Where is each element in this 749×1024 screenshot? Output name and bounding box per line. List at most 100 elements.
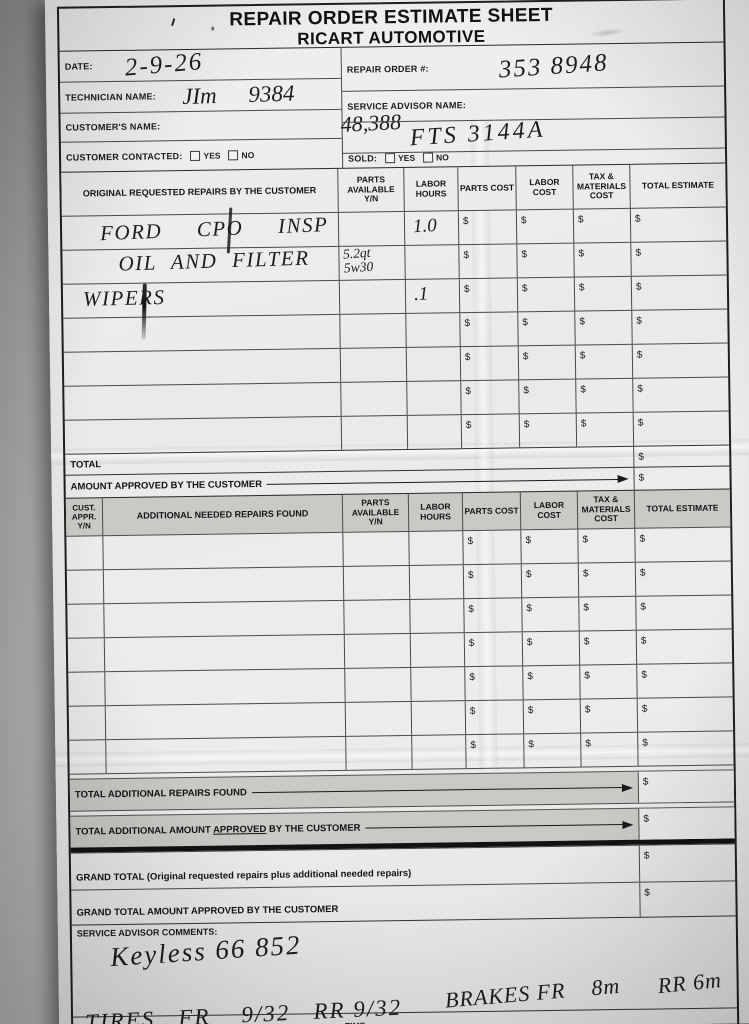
info-left-column: DATE: 2-9-26 TECHNICIAN NAME: JIm 9384 C… — [59, 47, 401, 172]
total-estimate-cell: $ — [635, 595, 732, 630]
tax-materials-cost-cell: $ — [574, 310, 632, 345]
paper-sheet: REPAIR ORDER ESTIMATE SHEET RICART AUTOM… — [44, 0, 749, 1024]
cust-appr-cell — [69, 706, 105, 739]
parts-cost-cell: $ — [463, 632, 523, 667]
parts-cost-cell: $ — [464, 700, 524, 735]
total-estimate-cell: $ — [634, 527, 731, 562]
labor-cost-cell: $ — [516, 277, 575, 312]
dollar-sign: $ — [583, 636, 590, 648]
handwritten-entry: WIPERS — [82, 284, 166, 311]
dollar-sign: $ — [527, 705, 534, 717]
handwritten-entry: .1 — [413, 283, 429, 306]
total-estimate-cell: $ — [637, 731, 734, 766]
labor-cost-cell: $ — [520, 529, 578, 564]
dollar-sign: $ — [520, 215, 527, 227]
parts-cost-cell: $ — [465, 734, 524, 769]
total-additional-approved-cell: $ — [638, 807, 735, 840]
dollar-sign: $ — [465, 386, 471, 398]
repair-description-cell — [65, 417, 341, 454]
dollar-sign: $ — [523, 385, 529, 397]
dollar-sign: $ — [525, 569, 532, 581]
repair-description-cell — [64, 349, 340, 386]
dollar-sign: $ — [525, 535, 532, 547]
tax-materials-cost-cell: $ — [579, 664, 637, 699]
dollar-sign: $ — [465, 420, 472, 432]
parts-available-cell — [339, 347, 407, 382]
repair-description-cell — [103, 634, 345, 672]
header-parts-cost: PARTS COST — [461, 492, 521, 531]
repair-description-cell — [104, 702, 346, 740]
handwritten-entry: FORD CPO INSP — [99, 212, 329, 246]
header-parts-available: PARTS AVAILABLE Y/N — [337, 167, 404, 212]
yes-label: YES — [398, 152, 416, 164]
dollar-sign: $ — [643, 850, 650, 862]
vehicle-tag-handwritten-value: FTS 3144A — [409, 115, 547, 151]
parts-available-cell — [340, 415, 408, 450]
labor-hours-cell: 1.0 — [403, 211, 459, 245]
header-tax-materials-cost: TAX & MATERIALS COST — [572, 164, 630, 209]
dollar-sign: $ — [582, 568, 589, 580]
dollar-sign: $ — [640, 601, 647, 613]
parts-available-cell — [343, 633, 411, 668]
dollar-sign: $ — [635, 281, 642, 293]
labor-cost-cell: $ — [522, 665, 580, 700]
labor-hours-cell — [408, 531, 463, 565]
parts-available-cell — [337, 211, 405, 246]
additional-repairs-rows: $ $ $ $ $ $ $ $ $ $ $ $ $ $ $ $ $ $ $ $ $ $ $ $ $ $ $ $ — [66, 526, 734, 774]
dollar-sign: $ — [464, 352, 471, 364]
labor-cost-cell: $ — [523, 733, 581, 768]
total-estimate-cell: $ — [631, 343, 729, 378]
technician-label: TECHNICIAN NAME: — [65, 91, 156, 103]
total-additional-cell: $ — [637, 770, 735, 803]
tax-materials-cost-cell: $ — [572, 208, 631, 243]
parts-available-cell — [343, 599, 410, 634]
tax-materials-cost-cell: $ — [573, 276, 632, 311]
dollar-sign: $ — [462, 216, 469, 228]
parts-cost-cell: $ — [460, 380, 519, 415]
total-estimate-cell: $ — [630, 241, 727, 276]
total-estimate-cell: $ — [633, 445, 730, 467]
date-label: DATE: — [64, 61, 93, 72]
customer-contacted-row: CUSTOMER CONTACTED: YES NO — [61, 139, 342, 172]
repair-description-cell: OIL AND FILTER — [62, 246, 338, 284]
header-labor-hours: LABOR HOURS — [407, 493, 463, 531]
parts-cost-cell: $ — [464, 666, 523, 701]
dollar-sign: $ — [643, 813, 649, 825]
total-estimate-cell: $ — [631, 309, 728, 344]
handwritten-entry: 1.0 — [412, 215, 438, 238]
header-total-estimate: TOTAL ESTIMATE — [629, 163, 726, 208]
dollar-sign: $ — [577, 214, 584, 226]
repair-description-cell — [102, 532, 343, 570]
parts-available-cell — [339, 313, 406, 348]
total-label: TOTAL — [70, 458, 102, 471]
header-total-estimate: TOTAL ESTIMATE — [633, 489, 731, 528]
total-estimate-cell: $ — [630, 275, 728, 310]
date-handwritten-value: 2-9-26 — [123, 48, 205, 82]
labor-hours-cell — [406, 415, 462, 449]
dollar-sign: $ — [638, 451, 644, 463]
dollar-sign: $ — [526, 637, 533, 649]
dollar-sign: $ — [579, 316, 586, 328]
repair-description-cell — [103, 600, 344, 638]
parts-available-cell — [342, 531, 409, 566]
dollar-sign: $ — [579, 350, 586, 362]
repair-description-cell — [105, 736, 346, 774]
dollar-sign: $ — [468, 604, 475, 616]
dollar-sign: $ — [578, 282, 585, 294]
labor-hours-cell — [408, 565, 464, 599]
cust-appr-cell — [69, 740, 105, 773]
dollar-sign: $ — [641, 669, 647, 681]
customer-contacted-yes-checkbox — [190, 150, 201, 161]
tax-materials-cost-cell: $ — [578, 596, 636, 631]
technician-handwritten-value: JIm 9384 — [181, 80, 295, 110]
dollar-sign: $ — [522, 351, 529, 363]
labor-hours-cell — [405, 347, 461, 381]
parts-available-cell — [344, 701, 412, 736]
header-cust-appr: CUST. APPR. Y/N — [71, 503, 97, 531]
parts-cost-cell: $ — [459, 346, 519, 381]
dollar-sign: $ — [521, 249, 528, 261]
labor-hours-cell — [405, 313, 460, 347]
parts-available-cell — [344, 667, 411, 702]
repair-order-row: REPAIR ORDER #: 353 8948 — [341, 42, 725, 92]
info-right-column: REPAIR ORDER #: 353 8948 SERVICE ADVISOR… — [340, 42, 726, 168]
